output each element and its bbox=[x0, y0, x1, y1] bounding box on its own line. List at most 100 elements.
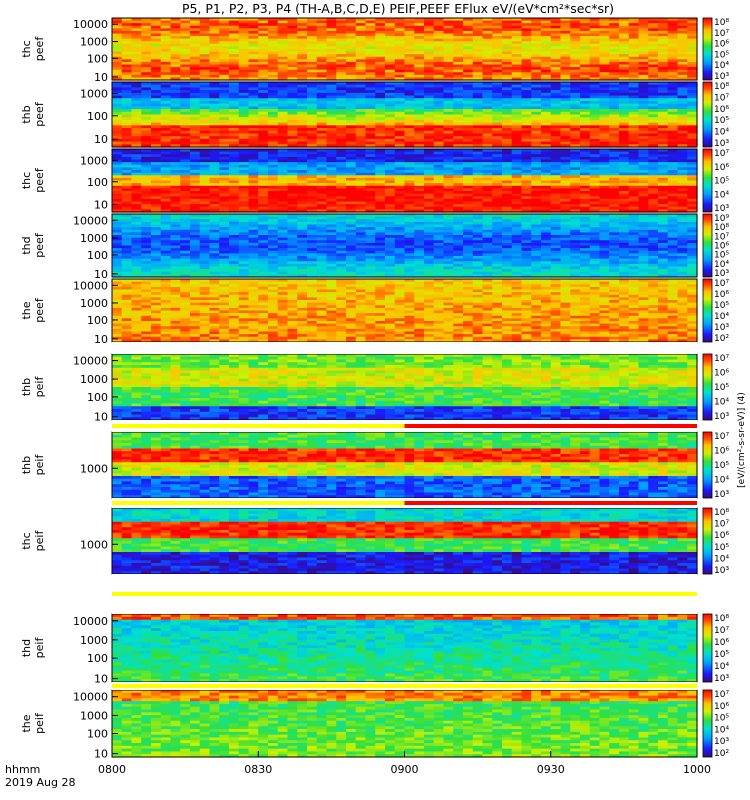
colorbar bbox=[702, 81, 713, 148]
colorbar-tick-label: 10³ bbox=[714, 490, 729, 500]
y-tick-label: 1000 bbox=[80, 154, 108, 167]
colorbar-tick-label: 10⁵ bbox=[714, 461, 729, 471]
y-tick-label: 1000 bbox=[80, 709, 108, 722]
panel-label: peif bbox=[33, 637, 46, 659]
colorbar bbox=[702, 17, 713, 81]
colorbar-tick-label: 10⁷ bbox=[714, 232, 729, 242]
y-tick-label: 10000 bbox=[73, 691, 108, 704]
colorbar-tick-label: 10⁶ bbox=[714, 638, 729, 648]
y-tick-label: 10000 bbox=[73, 214, 108, 227]
colorbar-tick-label: 10⁶ bbox=[714, 105, 729, 115]
y-tick-label: 100 bbox=[87, 728, 108, 741]
colorbar-tick-label: 10³ bbox=[714, 204, 729, 214]
colorbar-tick-label: 10³ bbox=[714, 139, 729, 149]
panel-label: peif bbox=[33, 454, 46, 476]
colorbar-tick-label: 10⁷ bbox=[714, 626, 729, 636]
gap-flag-bar bbox=[404, 501, 697, 505]
panel-label: peif bbox=[33, 712, 46, 734]
colorbar-tick-label: 10² bbox=[714, 749, 729, 759]
colorbar-tick-label: 10⁷ bbox=[714, 432, 729, 442]
colorbar-tick-label: 10⁶ bbox=[714, 369, 729, 379]
colorbar-tick-label: 10⁴ bbox=[714, 312, 729, 322]
colorbar-tick-label: 10² bbox=[714, 334, 729, 344]
gap-flag-bar bbox=[112, 684, 697, 688]
y-tick-label: 100 bbox=[87, 249, 108, 262]
y-tick-label: 1000 bbox=[80, 373, 108, 386]
y-tick-label: 1000 bbox=[80, 88, 108, 101]
panel-thb-peif: thb peif 10 100 1000 10000 10³ 10⁴ 10⁵ 10⁶ 10⁷ bbox=[20, 353, 729, 424]
chart-title: P5, P1, P2, P3, P4 (TH-A,B,C,D,E) PEIF,P… bbox=[182, 1, 614, 16]
colorbar-tick-label: 10⁴ bbox=[714, 190, 729, 200]
colorbar-tick-label: 10³ bbox=[714, 323, 729, 333]
colorbar-tick-label: 10⁴ bbox=[714, 476, 729, 486]
y-tick-label: 100 bbox=[87, 52, 108, 65]
colorbar-tick-label: 10³ bbox=[714, 566, 729, 576]
y-tick-label: 10 bbox=[94, 673, 108, 686]
panel-label: peif bbox=[33, 530, 46, 552]
colorbar-tick-label: 10⁶ bbox=[714, 40, 729, 50]
panel-thb-peif-2: thb peif 1000 10³ 10⁴ 10⁵ 10⁶ 10⁷ bbox=[20, 431, 729, 500]
y-tick-label: 10 bbox=[94, 748, 108, 761]
colorbar bbox=[702, 507, 713, 575]
panel-label: peef bbox=[33, 36, 46, 62]
colorbar-tick-label: 10⁵ bbox=[714, 177, 729, 187]
y-tick-label: 1000 bbox=[80, 462, 108, 475]
y-tick-label: 10 bbox=[94, 268, 108, 281]
colorbar-tick-label: 10⁷ bbox=[714, 29, 729, 39]
x-tick-label: 0800 bbox=[98, 763, 126, 776]
panel-label: peef bbox=[33, 167, 46, 193]
colorbar-tick-label: 10⁶ bbox=[714, 531, 729, 541]
colorbar-tick-label: 10⁷ bbox=[714, 279, 729, 289]
colorbar-tick-label: 10⁷ bbox=[714, 93, 729, 103]
y-tick-label: 1000 bbox=[80, 36, 108, 49]
x-axis-date: 2019 Aug 28 bbox=[5, 776, 75, 789]
colorbar-tick-label: 10⁷ bbox=[714, 149, 729, 159]
colorbar-tick-label: 10⁶ bbox=[714, 290, 729, 300]
panel-label: peef bbox=[33, 297, 46, 323]
colorbar bbox=[702, 213, 713, 278]
colorbar-tick-label: 10⁵ bbox=[714, 650, 729, 660]
colorbar-tick-label: 10³ bbox=[714, 412, 729, 422]
y-tick-label: 10000 bbox=[73, 355, 108, 368]
x-axis-title: hhmm bbox=[5, 763, 40, 776]
panel-thc-peef-2: thc peef 10 100 1000 10³ 10⁴ 10⁵ 10⁶ 10⁷ bbox=[20, 148, 729, 214]
y-tick-label: 10 bbox=[94, 198, 108, 211]
colorbar-tick-label: 10⁴ bbox=[714, 662, 729, 672]
colorbar-tick-label: 10³ bbox=[714, 737, 729, 747]
y-tick-label: 100 bbox=[87, 391, 108, 404]
colorbar-tick-label: 10⁵ bbox=[714, 116, 729, 126]
panel-label: thd bbox=[20, 639, 33, 657]
colorbar-title: [eV/(cm²-s-sr-eV)] (4) bbox=[737, 392, 747, 488]
colorbar-tick-label: 10⁵ bbox=[714, 383, 729, 393]
panel-label: thc bbox=[20, 172, 33, 189]
colorbar bbox=[702, 278, 713, 343]
panel-label: peef bbox=[33, 101, 46, 127]
y-tick-label: 10 bbox=[94, 133, 108, 146]
colorbar-tick-label: 10⁴ bbox=[714, 260, 729, 270]
colorbar-tick-label: 10⁷ bbox=[714, 354, 729, 364]
y-tick-label: 10000 bbox=[73, 18, 108, 31]
panel-label: thc bbox=[20, 40, 33, 57]
colorbar-tick-label: 10⁵ bbox=[714, 50, 729, 60]
y-tick-label: 10000 bbox=[73, 615, 108, 628]
colorbar-tick-label: 10⁴ bbox=[714, 725, 729, 735]
panel-thd-peef: thd peef 10 100 1000 10000 10³10⁴10⁵10⁶10⁷10⁸1… bbox=[20, 213, 729, 281]
colorbar bbox=[702, 431, 713, 499]
colorbar-tick-label: 10⁴ bbox=[714, 398, 729, 408]
panel-label: thb bbox=[20, 456, 33, 474]
colorbar-tick-label: 10⁸ bbox=[714, 82, 729, 92]
colorbar bbox=[702, 689, 713, 758]
colorbar-tick-label: 10³ bbox=[714, 72, 729, 82]
y-tick-label: 100 bbox=[87, 110, 108, 123]
panel-label: the bbox=[20, 301, 33, 319]
colorbar-tick-label: 10⁸ bbox=[714, 508, 729, 518]
y-tick-label: 10 bbox=[94, 71, 108, 84]
colorbar-tick-label: 10³ bbox=[714, 269, 729, 279]
colorbar bbox=[702, 613, 713, 683]
panel-label: thb bbox=[20, 105, 33, 123]
x-tick-label: 0930 bbox=[537, 763, 565, 776]
